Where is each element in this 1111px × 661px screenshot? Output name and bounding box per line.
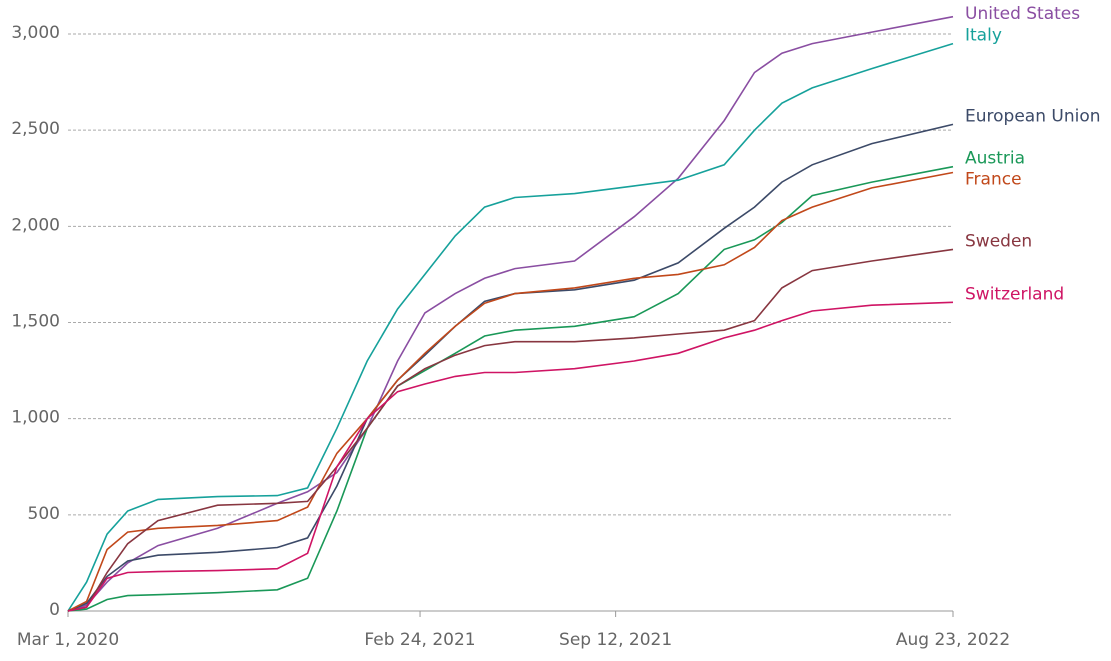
series-label: Sweden [965,231,1032,251]
series-line [67,301,954,612]
y-tick-label: 0 [49,600,60,620]
series-label: Switzerland [965,284,1064,304]
series-line [67,42,954,612]
series-line [67,171,954,612]
x-tick-label: Aug 23, 2022 [896,630,1010,650]
x-tick-label: Sep 12, 2021 [559,630,672,650]
y-tick-label: 1,000 [11,408,60,428]
series-label: Italy [965,26,1002,46]
y-tick-label: 500 [28,504,60,524]
y-tick-label: 2,000 [11,215,60,235]
series-label: United States [965,4,1080,24]
series-line [67,123,954,612]
x-tick-label: Mar 1, 2020 [17,630,119,650]
y-tick-label: 3,000 [11,23,60,43]
series-label: Austria [965,149,1025,169]
series-line [67,15,954,612]
y-tick-label: 2,500 [11,119,60,139]
series-line [67,248,954,612]
x-tick-label: Feb 24, 2021 [364,630,475,650]
series-line [67,165,954,612]
series-label: European Union [965,106,1101,126]
y-tick-label: 1,500 [11,312,60,332]
series-label: France [965,170,1022,190]
